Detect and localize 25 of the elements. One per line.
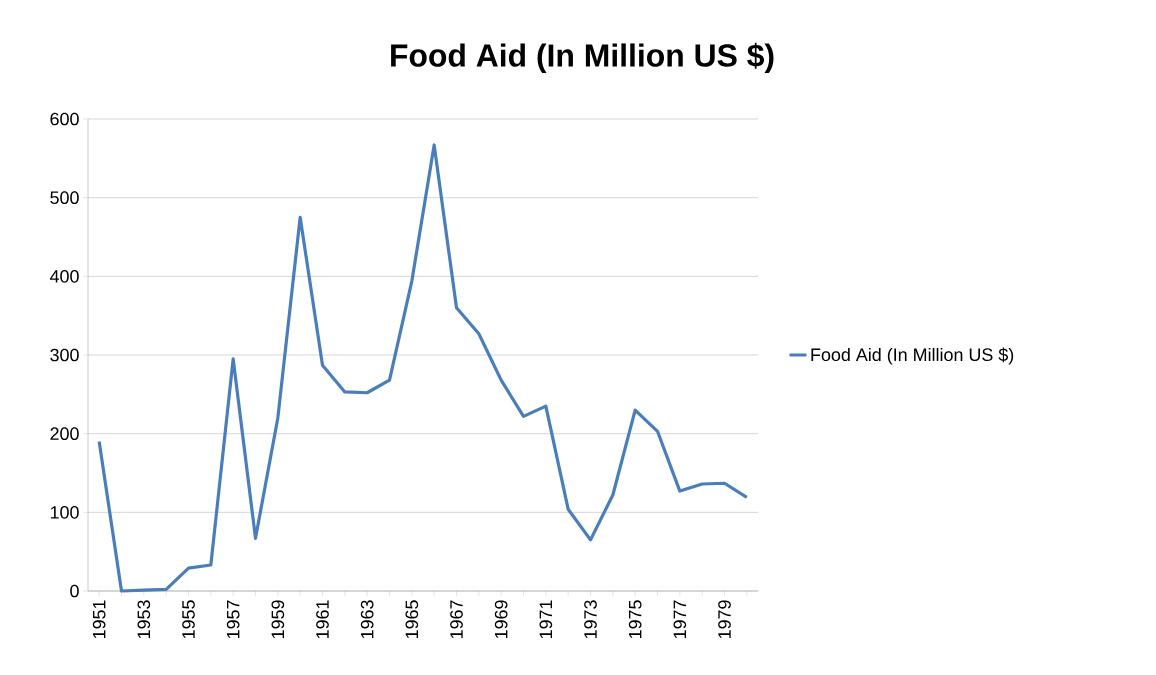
x-tick-label: 1965 [405, 600, 419, 639]
legend-label: Food Aid (In Million US $) [811, 347, 1014, 365]
line-series [97, 143, 749, 593]
x-tick-label: 1969 [494, 600, 508, 639]
y-tick-label: 100 [50, 505, 79, 519]
x-tick-label: 1973 [584, 600, 597, 639]
x-tick-label: 1953 [137, 600, 151, 639]
y-tick-label: 400 [49, 269, 79, 283]
y-tick-label: 200 [50, 427, 79, 441]
x-tick-label: 1955 [182, 600, 195, 639]
x-tick-label: 1961 [316, 600, 329, 639]
chart-title: Food Aid (In Million US $) [391, 42, 774, 74]
x-tick-label: 1979 [718, 600, 731, 639]
y-tick-label: 0 [70, 584, 79, 598]
x-tick-label: 1977 [673, 600, 687, 639]
x-tick-label: 1975 [628, 600, 642, 639]
x-tick-label: 1963 [360, 600, 374, 639]
x-tick-label: 1967 [450, 600, 463, 639]
y-tick-label: 600 [50, 112, 79, 126]
y-tick-label: 500 [50, 191, 79, 205]
x-tick-label: 1957 [226, 600, 240, 639]
y-tick-label: 300 [50, 348, 79, 362]
x-tick-label: 1959 [271, 600, 285, 639]
x-tick-label: 1971 [539, 600, 553, 639]
x-tick-label: 1951 [92, 600, 106, 639]
